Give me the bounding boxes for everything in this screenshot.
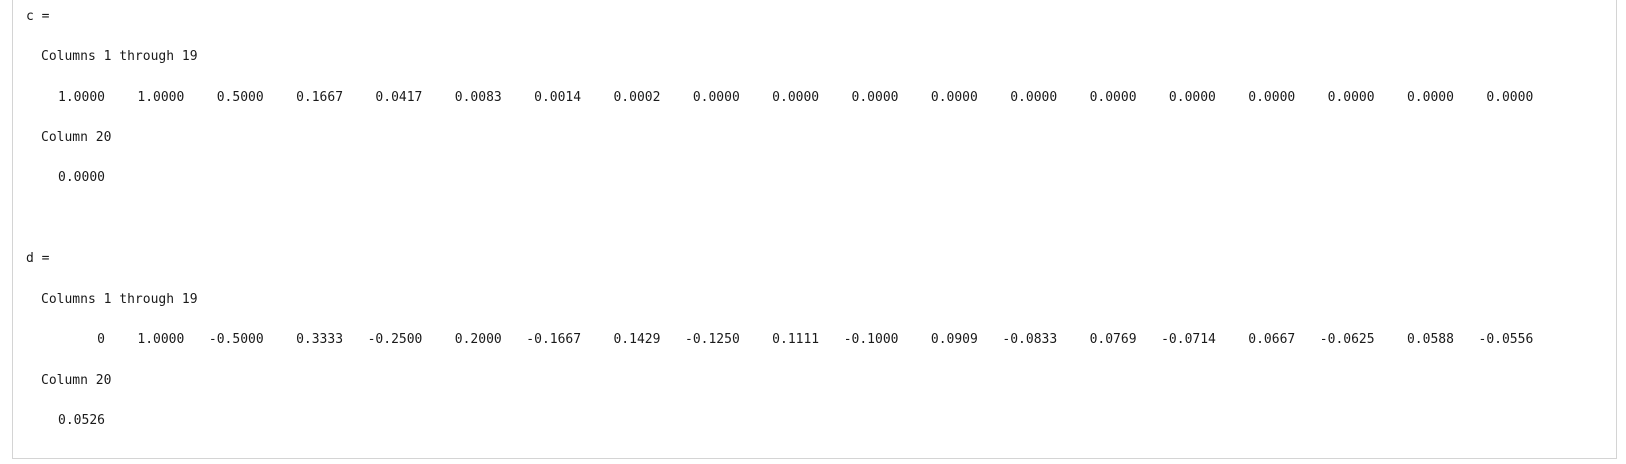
matrix-value: 0.0000 bbox=[1327, 90, 1375, 105]
columns-range-label: Columns 1 through 19 bbox=[41, 292, 198, 307]
matrix-value: 0.0667 bbox=[1248, 332, 1296, 347]
matrix-value: 0.0014 bbox=[534, 90, 582, 105]
matrix-value: 0.0083 bbox=[454, 90, 502, 105]
matrix-value: 1.0000 bbox=[137, 90, 185, 105]
matrix-value: -0.1667 bbox=[526, 332, 582, 347]
matrix-value: 0.0002 bbox=[613, 90, 661, 105]
matrix-value: 0.0769 bbox=[1089, 332, 1137, 347]
matrix-value: 0.0000 bbox=[1486, 90, 1534, 105]
matrix-value: 0.1667 bbox=[296, 90, 344, 105]
variable-c-header: c = bbox=[26, 9, 50, 24]
matrix-value: 0.0000 bbox=[1010, 90, 1058, 105]
matrix-value: 0.0417 bbox=[375, 90, 423, 105]
matrix-value: -0.1000 bbox=[843, 332, 899, 347]
matrix-value: -0.0833 bbox=[1002, 332, 1058, 347]
matrix-value: 0.0000 bbox=[930, 90, 978, 105]
matrix-value: 0.0000 bbox=[772, 90, 820, 105]
matrix-value: -0.1250 bbox=[685, 332, 740, 347]
matrix-value: -0.0714 bbox=[1161, 332, 1216, 347]
matrix-value: -0.5000 bbox=[208, 332, 264, 347]
matrix-value: 1.0000 bbox=[137, 332, 185, 347]
column-label: Column 20 bbox=[41, 373, 112, 388]
matrix-value: 0.2000 bbox=[454, 332, 502, 347]
matrix-value: 1.0000 bbox=[58, 90, 105, 105]
matrix-value: 0.0588 bbox=[1406, 332, 1454, 347]
matrix-value: 0.5000 bbox=[216, 90, 264, 105]
matrix-value: 0.0000 bbox=[851, 90, 899, 105]
matrix-value: 0.0000 bbox=[1168, 90, 1216, 105]
variable-d-header: d = bbox=[26, 251, 50, 266]
matrix-value: 0 bbox=[97, 332, 105, 347]
matrix-value: 0.0909 bbox=[930, 332, 978, 347]
matrix-value: 0.0000 bbox=[58, 170, 105, 185]
matrix-value: 0.0000 bbox=[1089, 90, 1137, 105]
matrix-value: -0.0556 bbox=[1478, 332, 1534, 347]
matrix-value: 0.1429 bbox=[613, 332, 661, 347]
matrix-value: 0.0000 bbox=[1406, 90, 1454, 105]
matrix-value: 0.0000 bbox=[692, 90, 740, 105]
matrix-value: 0.0000 bbox=[1248, 90, 1296, 105]
command-window-output: c = Columns 1 through 19 1.0000 1.0000 0.5… bbox=[12, 0, 1617, 459]
columns-range-label: Columns 1 through 19 bbox=[41, 49, 198, 64]
column-label: Column 20 bbox=[41, 130, 112, 145]
matrix-value: -0.2500 bbox=[367, 332, 423, 347]
matrix-value: -0.0625 bbox=[1319, 332, 1375, 347]
matrix-value: 0.1111 bbox=[772, 332, 820, 347]
matrix-value: 0.3333 bbox=[296, 332, 344, 347]
matrix-value: 0.0526 bbox=[58, 413, 105, 428]
